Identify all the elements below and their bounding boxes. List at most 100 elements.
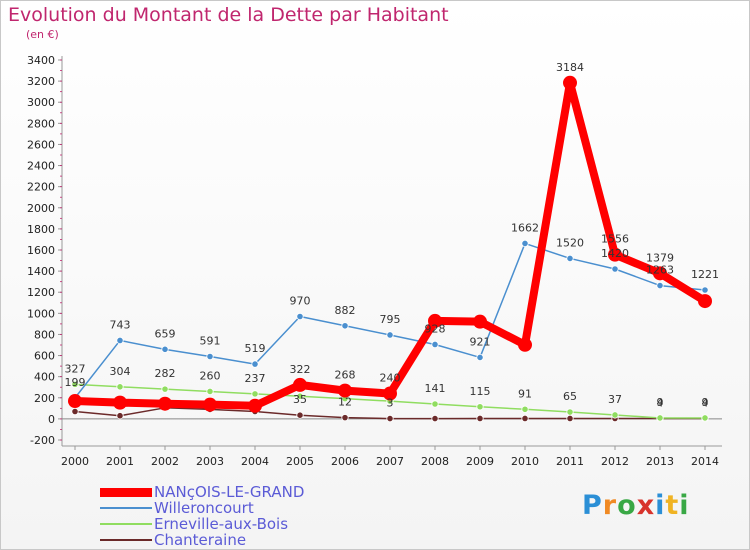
data-point xyxy=(518,337,532,352)
data-point xyxy=(611,411,619,419)
y-tick-label: 0 xyxy=(48,413,55,426)
legend-label: Willeroncourt xyxy=(154,499,254,517)
data-label: 1662 xyxy=(511,221,539,234)
data-point xyxy=(116,383,124,391)
data-label: 327 xyxy=(65,362,86,375)
data-point xyxy=(431,400,439,408)
legend-swatch xyxy=(100,539,152,541)
chart-title: Evolution du Montant de la Dette par Hab… xyxy=(8,4,449,26)
data-point xyxy=(608,247,622,262)
y-tick-label: 800 xyxy=(34,328,55,341)
x-tick-label: 2010 xyxy=(511,455,539,468)
data-point xyxy=(476,353,484,362)
data-point xyxy=(296,392,304,400)
y-tick-label: 400 xyxy=(34,371,55,384)
logo-letter: o xyxy=(617,490,637,521)
data-point xyxy=(653,266,667,281)
x-tick-label: 2002 xyxy=(151,455,179,468)
data-point xyxy=(428,313,442,328)
data-label: 9 xyxy=(657,396,664,409)
legend-label: Erneville-aux-Bois xyxy=(154,515,289,533)
y-tick-label: 1400 xyxy=(27,265,55,278)
data-point xyxy=(206,387,214,396)
x-tick-label: 2005 xyxy=(286,455,314,468)
x-tick-label: 2008 xyxy=(421,455,449,468)
data-label: 268 xyxy=(335,369,356,382)
data-label: 260 xyxy=(200,369,221,382)
data-point xyxy=(251,360,259,368)
logo-letter: i xyxy=(655,490,666,521)
logo-letter: i xyxy=(679,490,690,521)
data-label: 91 xyxy=(518,387,532,400)
data-point xyxy=(521,405,529,413)
data-label: 141 xyxy=(425,382,446,395)
data-label: 1379 xyxy=(646,251,674,264)
data-point xyxy=(338,383,352,398)
data-point xyxy=(431,414,439,423)
data-label: 9 xyxy=(702,396,709,409)
data-point xyxy=(206,352,214,361)
data-label: 3 xyxy=(387,397,394,410)
x-tick-label: 2001 xyxy=(106,455,134,468)
y-tick-label: 3200 xyxy=(27,75,55,88)
data-point xyxy=(296,411,304,419)
logo-letter: P xyxy=(582,490,603,521)
data-point xyxy=(113,395,127,410)
data-point xyxy=(116,412,124,420)
y-tick-label: 1800 xyxy=(27,223,55,236)
data-point xyxy=(71,407,79,416)
data-point xyxy=(248,398,262,413)
data-label: 921 xyxy=(470,335,491,348)
data-label: 65 xyxy=(563,390,577,403)
data-point xyxy=(293,377,307,392)
data-point xyxy=(161,385,169,393)
logo-letter: r xyxy=(602,490,618,521)
data-label: 4 xyxy=(702,396,709,409)
data-label: 743 xyxy=(110,318,131,331)
y-tick-label: 1200 xyxy=(27,286,55,299)
x-tick-label: 2013 xyxy=(646,455,674,468)
data-point xyxy=(698,294,712,309)
data-label: 970 xyxy=(290,295,311,308)
data-label: 659 xyxy=(155,327,176,340)
data-point xyxy=(71,380,79,388)
data-point xyxy=(296,312,304,321)
data-point xyxy=(566,408,574,416)
data-point xyxy=(116,336,124,345)
data-label: 591 xyxy=(200,335,221,348)
data-point xyxy=(383,386,397,401)
data-label: 795 xyxy=(380,313,401,326)
data-point xyxy=(341,414,349,422)
data-point xyxy=(521,414,529,423)
data-point xyxy=(386,414,394,423)
data-point xyxy=(158,396,172,411)
proxiti-logo: Proxiti xyxy=(582,490,690,521)
data-label: 3184 xyxy=(556,61,584,74)
data-label: 12 xyxy=(338,396,352,409)
legend-swatch xyxy=(100,523,152,525)
data-label: 240 xyxy=(380,372,401,385)
chart-subtitle: (en €) xyxy=(26,28,59,41)
data-label: 237 xyxy=(245,372,266,385)
y-tick-label: 1000 xyxy=(27,307,55,320)
x-tick-label: 2006 xyxy=(331,455,359,468)
data-point xyxy=(656,281,664,290)
data-label: 519 xyxy=(245,342,266,355)
data-label: 1263 xyxy=(646,264,674,277)
data-point xyxy=(341,322,349,330)
data-label: 882 xyxy=(335,304,356,317)
data-point xyxy=(566,254,574,263)
data-point xyxy=(701,414,709,422)
data-point xyxy=(161,345,169,353)
y-tick-label: 2000 xyxy=(27,202,55,215)
y-tick-label: -200 xyxy=(30,434,55,447)
data-point xyxy=(656,414,664,422)
data-label: 322 xyxy=(290,363,311,376)
data-label: 1420 xyxy=(601,247,629,260)
x-tick-label: 2009 xyxy=(466,455,494,468)
y-tick-label: 2200 xyxy=(27,181,55,194)
data-point xyxy=(473,314,487,329)
data-label: 282 xyxy=(155,367,176,380)
